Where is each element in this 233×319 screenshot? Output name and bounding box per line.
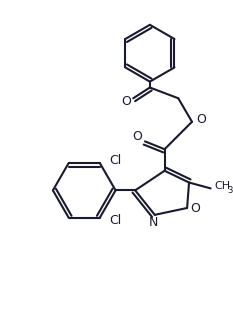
Text: 3: 3: [227, 186, 233, 195]
Text: Cl: Cl: [110, 154, 122, 167]
Text: CH: CH: [215, 182, 231, 191]
Text: O: O: [190, 203, 200, 215]
Text: O: O: [121, 95, 131, 108]
Text: O: O: [196, 113, 206, 126]
Text: Cl: Cl: [110, 214, 122, 227]
Text: O: O: [132, 130, 142, 143]
Text: N: N: [149, 216, 158, 229]
